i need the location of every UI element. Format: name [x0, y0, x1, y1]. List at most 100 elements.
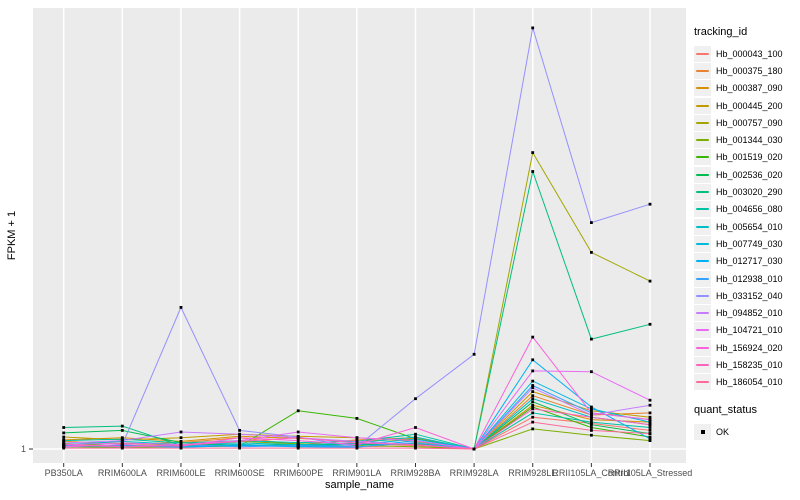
data-point: [531, 369, 535, 373]
data-point: [238, 432, 241, 436]
x-tick-label: PB350LA: [45, 468, 83, 478]
legend-key: [694, 423, 711, 440]
data-point: [62, 431, 66, 435]
legend-key: [694, 166, 711, 183]
legend-item-label: Hb_012938_010: [716, 273, 783, 284]
x-tick-label: RRII105LA_Stressed: [608, 468, 693, 478]
legend-line-swatch: [696, 104, 709, 107]
data-point: [62, 441, 66, 445]
data-point: [120, 429, 124, 432]
data-point: [590, 251, 593, 254]
x-axis-title: sample_name: [325, 479, 394, 491]
data-point: [531, 26, 535, 30]
data-point: [296, 444, 300, 447]
legend-items-tracking-id: Hb_000043_100 Hb_000375_180 Hb_000387_090 H…: [694, 45, 800, 391]
data-point: [531, 151, 535, 154]
data-point: [531, 379, 535, 383]
data-point: [531, 384, 535, 387]
data-point: [414, 432, 417, 436]
data-point: [648, 439, 652, 442]
data-point: [296, 441, 300, 444]
data-point: [648, 420, 652, 424]
data-point: [414, 443, 417, 446]
legend-key: [694, 356, 711, 373]
legend-item: Hb_186054_010: [694, 374, 800, 391]
legend-item: Hb_000043_100: [694, 45, 800, 62]
legend-key: [694, 339, 711, 356]
data-point: [590, 411, 593, 415]
plot-panel: [33, 8, 686, 463]
data-point: [414, 435, 417, 439]
legend-line-swatch: [696, 87, 709, 90]
legend-item-label: Hb_001344_030: [716, 135, 783, 146]
legend-line-swatch: [696, 312, 709, 315]
legend-item-label: Hb_012717_030: [716, 256, 783, 267]
data-point: [414, 446, 417, 450]
data-point: [355, 441, 359, 445]
data-point: [648, 418, 652, 421]
legend-item-label: Hb_158235_010: [716, 359, 783, 370]
x-tick-label: RRIM600LE: [156, 468, 205, 478]
legend-line-swatch: [696, 294, 709, 297]
data-point: [355, 438, 359, 442]
data-point: [531, 358, 535, 362]
legend-key: [694, 132, 711, 149]
data-point: [531, 415, 535, 419]
legend-item: Hb_000375_180: [694, 62, 800, 79]
data-point: [531, 403, 535, 407]
legend-item-label: Hb_033152_040: [716, 290, 783, 301]
data-point: [355, 443, 359, 446]
legend-item: Hb_158235_010: [694, 356, 800, 373]
x-tick-label: RRIM901LA: [332, 468, 381, 478]
data-point: [590, 337, 593, 341]
legend-line-swatch: [696, 260, 709, 263]
data-point: [414, 397, 417, 401]
legend-line-swatch: [696, 363, 709, 366]
data-point: [179, 436, 183, 440]
data-point: [355, 436, 359, 440]
data-point: [648, 398, 652, 402]
data-point: [62, 426, 66, 429]
data-point: [648, 429, 652, 432]
data-point: [238, 436, 241, 440]
data-point: [120, 441, 124, 445]
data-point: [531, 170, 535, 173]
data-point: [590, 418, 593, 421]
data-point: [120, 439, 124, 442]
legend-item: Hb_000445_200: [694, 97, 800, 114]
data-point: [531, 335, 535, 339]
data-point: [648, 322, 652, 326]
legend-line-swatch: [696, 52, 709, 55]
legend-key: [694, 322, 711, 339]
legend-line-swatch: [696, 329, 709, 332]
legend-item: Hb_000387_090: [694, 80, 800, 97]
legend-item: Hb_033152_040: [694, 287, 800, 304]
data-point: [355, 417, 359, 420]
legend-line-swatch: [696, 191, 709, 194]
legend-item-quant: OK: [694, 423, 800, 440]
legend-key: [694, 149, 711, 166]
legend-item: Hb_003020_290: [694, 183, 800, 201]
legend-key: [694, 218, 711, 235]
legend-item-label: Hb_000375_180: [716, 65, 783, 76]
legend-line-swatch: [696, 242, 709, 245]
legend-line-swatch: [696, 139, 709, 142]
data-point: [590, 407, 593, 411]
legend-line-swatch: [696, 277, 709, 280]
data-point: [648, 426, 652, 429]
data-point: [531, 427, 535, 431]
x-tick-label: RRII105LA_Control: [552, 468, 630, 478]
legend-panel: tracking_id Hb_000043_100 Hb_000375_180 Hb…: [694, 26, 800, 441]
data-point: [531, 394, 535, 398]
legend-key: [694, 287, 711, 304]
data-point: [296, 409, 300, 413]
legend-item-label: Hb_000387_090: [716, 83, 783, 94]
data-point: [648, 403, 652, 407]
data-point: [590, 405, 593, 409]
data-point: [648, 432, 652, 435]
data-point: [648, 411, 652, 415]
legend-key: [694, 114, 711, 131]
legend-key: [694, 201, 711, 218]
legend-item-label: Hb_000043_100: [716, 48, 783, 59]
